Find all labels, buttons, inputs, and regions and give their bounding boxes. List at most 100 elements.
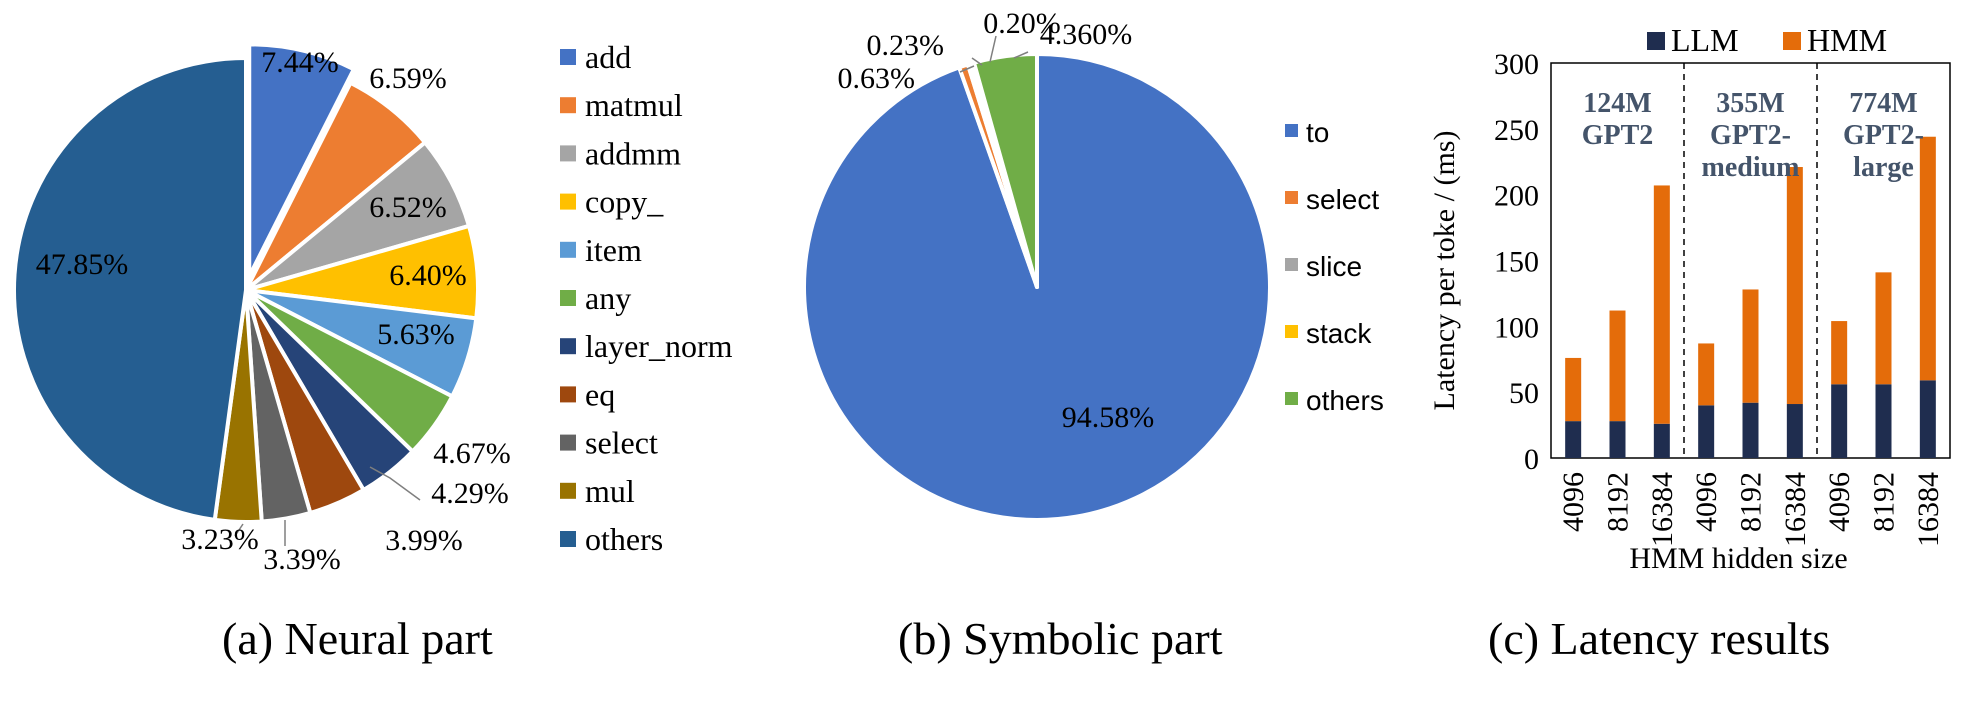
legend-label-hmm: HMM bbox=[1807, 22, 1887, 58]
legend-label-slice: slice bbox=[1306, 251, 1362, 282]
group-label: medium bbox=[1702, 152, 1800, 183]
bar-llm bbox=[1609, 421, 1626, 458]
group-label: GPT2- bbox=[1710, 120, 1791, 151]
bar-hmm bbox=[1786, 167, 1803, 405]
legend-swatch-llm bbox=[1647, 32, 1665, 50]
leader-line-others bbox=[1013, 51, 1029, 59]
bar-llm bbox=[1786, 404, 1803, 458]
pie-label-layer_norm: 4.29% bbox=[431, 477, 509, 510]
pie-label-eq: 3.99% bbox=[385, 524, 463, 557]
pie-slice-add bbox=[247, 42, 356, 279]
neural-part-pie-chart: 7.44% 6.59% 6.52% 6.40% 5.63% 4.67% 4.29% 3.99%… bbox=[12, 42, 511, 576]
x-tick-label: 16384 bbox=[1646, 472, 1679, 547]
legend-swatch-item bbox=[560, 241, 576, 258]
bar-hmm bbox=[1831, 321, 1848, 385]
pie-label-stack: 0.20% bbox=[983, 7, 1061, 40]
legend-label-eq: eq bbox=[585, 376, 615, 412]
legend-swatch-others bbox=[560, 531, 576, 547]
pie-label-to: 94.58% bbox=[1062, 401, 1155, 434]
pie-label-matmul: 6.59% bbox=[369, 62, 447, 95]
pie-label-add: 7.44% bbox=[261, 46, 339, 79]
legend-label-llm: LLM bbox=[1671, 22, 1739, 58]
latency-bar-chart: 0 50 100 150 200 250 300 4096 8192 16384 4096 8192 1… bbox=[1428, 22, 1951, 575]
pie-label-others: 4.360% bbox=[1040, 18, 1133, 51]
pie-label-addmm: 6.52% bbox=[369, 191, 447, 224]
bar-hmm bbox=[1609, 310, 1626, 422]
legend-swatch-addmm bbox=[560, 145, 576, 162]
x-tick-label: 16384 bbox=[1779, 472, 1812, 547]
legend-swatch-add bbox=[560, 49, 576, 65]
leader-line-mul bbox=[234, 523, 244, 537]
y-tick-label: 250 bbox=[1494, 114, 1539, 147]
caption-symbolic-part: (b) Symbolic part bbox=[898, 613, 1223, 664]
pie-label-any: 4.67% bbox=[433, 437, 511, 470]
caption-latency-results: (c) Latency results bbox=[1488, 613, 1831, 664]
group-label: 774M bbox=[1849, 88, 1917, 119]
pie-slice-others bbox=[971, 52, 1039, 289]
group-label: 355M bbox=[1716, 88, 1784, 119]
legend-label-item: item bbox=[585, 232, 642, 268]
legend-swatch-eq bbox=[560, 386, 576, 403]
legend-label-add: add bbox=[585, 39, 631, 75]
legend-label-stack: stack bbox=[1306, 318, 1372, 349]
legend-label-layer_norm: layer_norm bbox=[585, 328, 733, 364]
y-tick-label: 150 bbox=[1494, 246, 1539, 279]
x-tick-label: 4096 bbox=[1557, 472, 1590, 532]
leader-line-select bbox=[959, 65, 975, 73]
group-label: GPT2 bbox=[1582, 120, 1654, 151]
bar-hmm bbox=[1875, 272, 1892, 385]
pie-label-item: 5.63% bbox=[377, 318, 455, 351]
x-tick-label: 8192 bbox=[1735, 472, 1768, 532]
bar-hmm bbox=[1742, 289, 1759, 403]
legend-label-copy_: copy_ bbox=[585, 184, 664, 220]
legend-label-others: others bbox=[1306, 385, 1384, 416]
y-tick-label: 50 bbox=[1509, 377, 1539, 410]
y-tick-label: 100 bbox=[1494, 311, 1539, 344]
x-axis-label: HMM hidden size bbox=[1629, 542, 1847, 575]
legend-swatch-select bbox=[1285, 191, 1298, 204]
pie-label-select: 3.39% bbox=[263, 543, 341, 576]
x-tick-label: 4096 bbox=[1690, 472, 1723, 532]
bar-llm bbox=[1698, 405, 1715, 458]
legend-label-any: any bbox=[585, 280, 631, 316]
x-tick-label: 16384 bbox=[1912, 472, 1945, 547]
bar-hmm bbox=[1653, 185, 1670, 424]
leader-line-layer_norm bbox=[369, 466, 421, 501]
symbolic-part-pie-chart: 94.58% 0.63%0.23% 0.20%4.360% bbox=[802, 7, 1272, 522]
legend-swatch-hmm bbox=[1783, 32, 1801, 50]
legend-label-matmul: matmul bbox=[585, 87, 683, 123]
legend-label-select: select bbox=[1306, 184, 1379, 215]
pie-label-select: 0.63% bbox=[838, 62, 916, 95]
legend-swatch-mul bbox=[560, 482, 576, 499]
legend-swatch-any bbox=[560, 290, 576, 306]
legend-swatch-select bbox=[560, 434, 576, 451]
legend-swatch-slice bbox=[1285, 258, 1298, 271]
group-label: large bbox=[1853, 152, 1914, 183]
legend-label-to: to bbox=[1306, 117, 1329, 148]
y-tick-label: 300 bbox=[1494, 48, 1539, 81]
bar-llm bbox=[1565, 421, 1582, 458]
legend-swatch-stack bbox=[1285, 325, 1298, 338]
bar-llm bbox=[1919, 380, 1936, 458]
y-axis-label: Latency per toke / (ms) bbox=[1428, 131, 1461, 411]
legend-label-select: select bbox=[585, 425, 658, 461]
pie-slice-others bbox=[12, 56, 248, 522]
pie-label-mul: 3.23% bbox=[181, 523, 259, 556]
y-tick-label: 0 bbox=[1524, 443, 1539, 476]
pie-label-others: 47.85% bbox=[36, 248, 129, 281]
bar-hmm bbox=[1565, 357, 1582, 422]
bar-llm bbox=[1653, 423, 1670, 458]
legend-swatch-to bbox=[1285, 124, 1298, 137]
caption-neural-part: (a) Neural part bbox=[222, 613, 493, 664]
group-label: GPT2- bbox=[1843, 120, 1924, 151]
legend-label-addmm: addmm bbox=[585, 135, 681, 171]
symbolic-part-legend: to select slice stack others bbox=[1285, 117, 1384, 416]
legend-label-others: others bbox=[585, 521, 663, 557]
pie-label-copy_: 6.40% bbox=[389, 259, 467, 292]
y-tick-label: 200 bbox=[1494, 180, 1539, 213]
leader-line-slice bbox=[971, 57, 983, 66]
pie-label-slice: 0.23% bbox=[867, 29, 945, 62]
bar-hmm bbox=[1919, 136, 1936, 381]
group-label: 124M bbox=[1583, 88, 1651, 119]
